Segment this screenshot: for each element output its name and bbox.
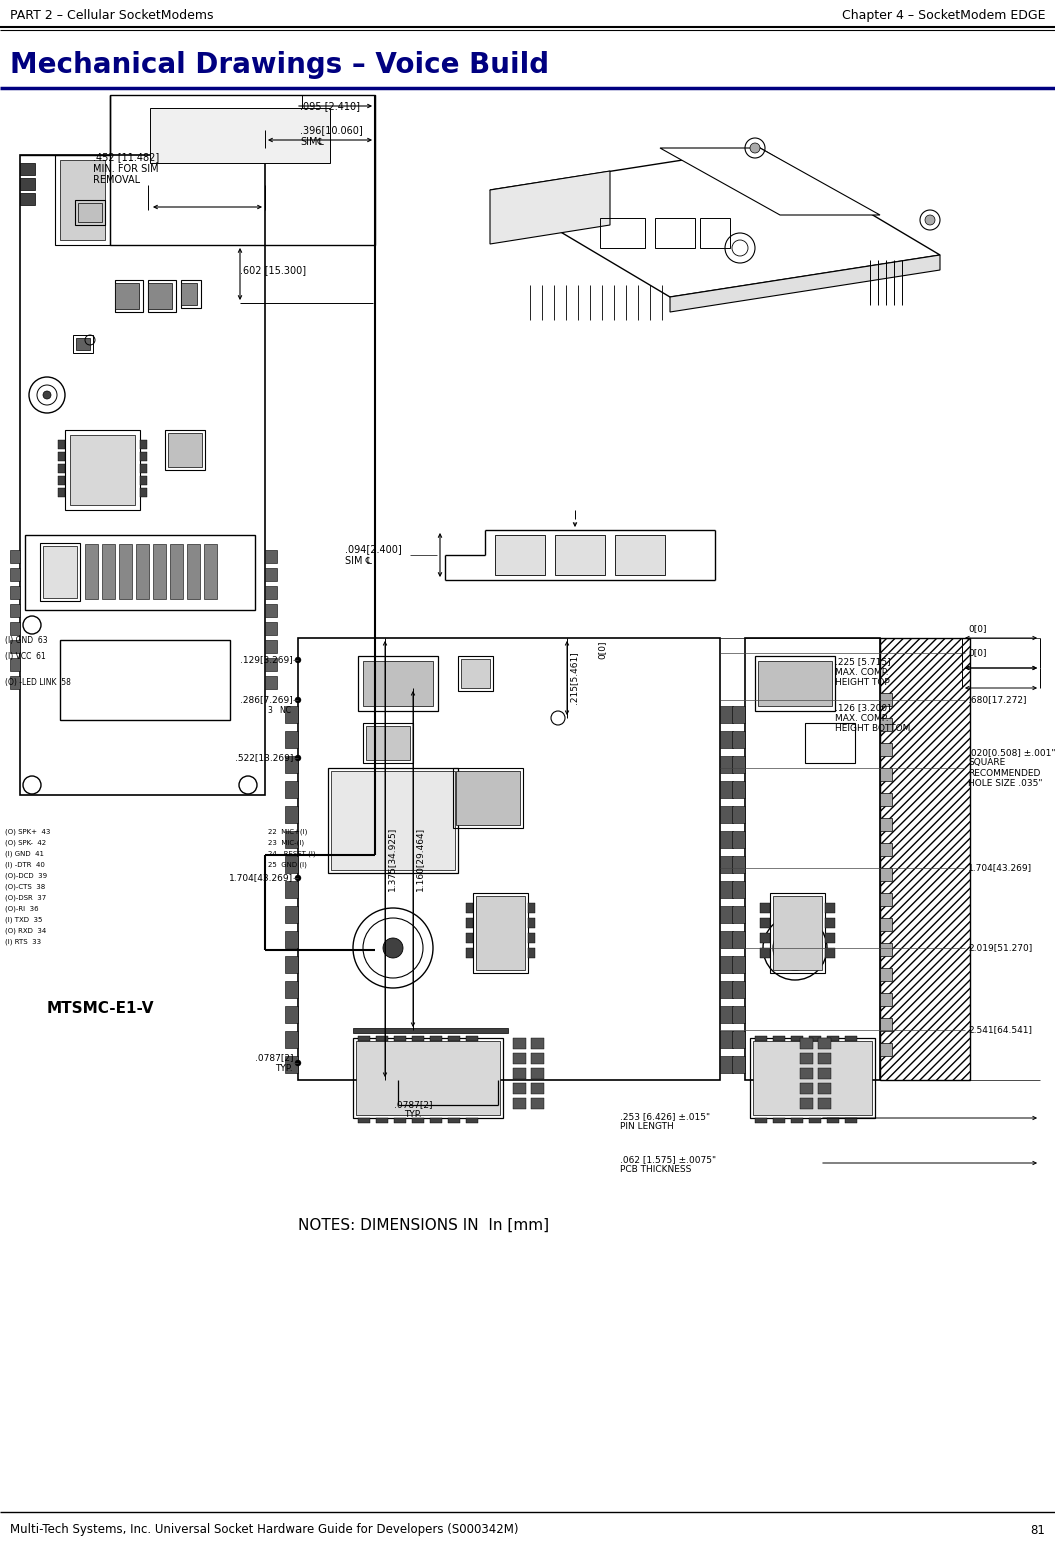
Bar xyxy=(800,1083,813,1094)
Text: .602 [15.300]: .602 [15.300] xyxy=(239,265,306,274)
Bar xyxy=(791,1119,803,1123)
Polygon shape xyxy=(660,148,880,216)
Bar xyxy=(732,1006,745,1023)
Bar xyxy=(720,757,733,774)
Text: 1.375[34.925]: 1.375[34.925] xyxy=(387,828,396,891)
Bar xyxy=(473,892,528,972)
Text: MTSMC-E1-V: MTSMC-E1-V xyxy=(46,1000,154,1016)
Text: (O)-RI  36: (O)-RI 36 xyxy=(5,906,39,912)
Bar xyxy=(513,1083,526,1094)
Text: (I) TXD  35: (I) TXD 35 xyxy=(5,917,42,923)
Bar xyxy=(78,203,102,222)
Polygon shape xyxy=(670,254,940,311)
Bar xyxy=(265,658,277,670)
Text: .522[13.269]: .522[13.269] xyxy=(234,754,293,763)
Bar xyxy=(791,1036,803,1042)
Bar xyxy=(825,918,835,928)
Circle shape xyxy=(295,656,301,663)
Bar xyxy=(827,1119,839,1123)
Bar xyxy=(265,550,277,562)
Bar xyxy=(285,1006,298,1023)
Bar xyxy=(458,656,493,690)
Bar xyxy=(40,542,80,601)
Bar xyxy=(513,1053,526,1063)
Bar xyxy=(773,1119,785,1123)
Bar xyxy=(115,280,143,311)
Bar xyxy=(880,843,891,855)
Bar xyxy=(732,806,745,823)
Bar xyxy=(880,638,970,1080)
Circle shape xyxy=(295,755,301,761)
Bar xyxy=(880,743,891,757)
Bar xyxy=(528,918,535,928)
Bar xyxy=(818,1053,831,1063)
Bar xyxy=(732,881,745,898)
Bar xyxy=(800,1068,813,1079)
Circle shape xyxy=(787,940,803,955)
Bar xyxy=(376,1119,388,1123)
Bar xyxy=(285,757,298,774)
Bar xyxy=(285,706,298,723)
Bar xyxy=(20,163,35,176)
Bar xyxy=(466,903,473,912)
Bar xyxy=(466,1036,478,1042)
Bar xyxy=(363,723,413,763)
Bar xyxy=(265,569,277,581)
Bar xyxy=(148,280,176,311)
Text: NOTES: DIMENSIONS IN  In [mm]: NOTES: DIMENSIONS IN In [mm] xyxy=(298,1217,549,1233)
Text: .680[17.272]: .680[17.272] xyxy=(968,695,1027,704)
Bar xyxy=(880,818,891,831)
Bar xyxy=(58,441,65,448)
Text: 3   NC: 3 NC xyxy=(268,706,291,715)
Bar xyxy=(720,982,733,999)
Bar xyxy=(732,1031,745,1048)
Bar xyxy=(366,726,410,760)
Bar xyxy=(755,1036,767,1042)
Bar xyxy=(818,1099,831,1110)
Bar xyxy=(453,767,523,828)
Bar xyxy=(476,895,525,969)
Bar xyxy=(170,544,183,599)
Bar xyxy=(55,156,110,245)
Bar xyxy=(825,948,835,959)
Text: 81: 81 xyxy=(1030,1524,1046,1536)
Bar xyxy=(9,640,20,653)
Bar xyxy=(466,1119,478,1123)
Bar xyxy=(448,1036,460,1042)
Bar xyxy=(285,881,298,898)
Bar xyxy=(732,831,745,848)
Bar xyxy=(880,693,891,706)
Circle shape xyxy=(750,143,760,153)
Bar xyxy=(720,1056,733,1073)
Bar xyxy=(732,757,745,774)
Bar xyxy=(430,1036,442,1042)
Bar xyxy=(285,1031,298,1048)
Circle shape xyxy=(925,216,935,225)
Bar xyxy=(265,676,277,689)
Bar xyxy=(456,770,520,824)
Text: Multi-Tech Systems, Inc. Universal Socket Hardware Guide for Developers (S000342: Multi-Tech Systems, Inc. Universal Socke… xyxy=(9,1524,518,1536)
Text: .062 [1.575] ±.0075"
PCB THICKNESS: .062 [1.575] ±.0075" PCB THICKNESS xyxy=(620,1156,716,1174)
Bar xyxy=(880,918,891,931)
Bar xyxy=(531,1068,544,1079)
Bar xyxy=(818,1039,831,1049)
Bar xyxy=(720,906,733,923)
Bar xyxy=(773,895,822,969)
Bar xyxy=(720,955,733,972)
Bar xyxy=(466,918,473,928)
Text: .225 [5.715]
MAX. COMP.
HEIGHT TOP: .225 [5.715] MAX. COMP. HEIGHT TOP xyxy=(835,656,890,687)
Bar xyxy=(805,723,855,763)
Bar xyxy=(9,586,20,599)
Bar xyxy=(73,334,93,353)
Bar xyxy=(394,1036,406,1042)
Bar xyxy=(880,794,891,806)
Bar xyxy=(115,284,139,310)
Bar xyxy=(732,1056,745,1073)
Bar xyxy=(809,1119,821,1123)
Text: .286[7.269]: .286[7.269] xyxy=(241,695,293,704)
Text: 25  GND (I): 25 GND (I) xyxy=(268,861,307,868)
Circle shape xyxy=(43,391,51,399)
Bar xyxy=(363,661,433,706)
Bar xyxy=(413,1036,424,1042)
Bar xyxy=(732,955,745,972)
